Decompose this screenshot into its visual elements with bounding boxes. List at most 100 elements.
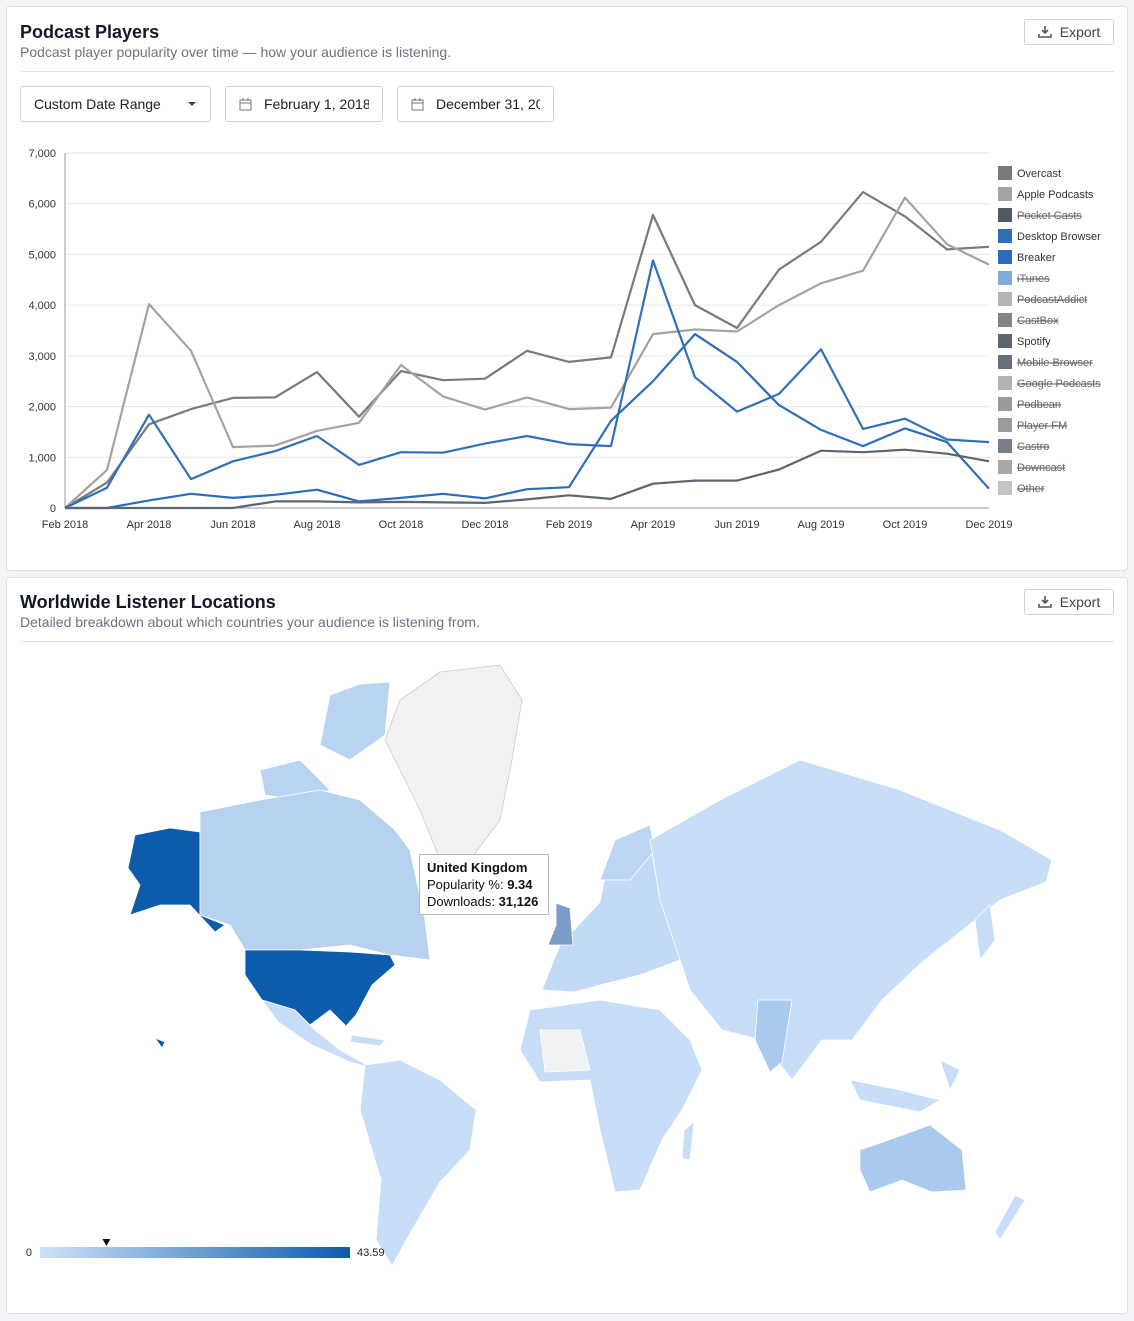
x-tick-label: Aug 2019 (797, 519, 844, 531)
legend-label: Other (1017, 483, 1045, 495)
legend-swatch (998, 313, 1012, 327)
legend-label: iTunes (1017, 273, 1050, 285)
legend-label: Downcast (1017, 462, 1065, 474)
export-button[interactable]: Export (1024, 19, 1114, 45)
series-line (65, 333, 990, 510)
caribbean (349, 1034, 386, 1047)
sahara (539, 1029, 591, 1073)
series-line (65, 448, 990, 510)
end-date-input[interactable]: December 31, 2019 (397, 86, 554, 122)
legend-swatch (998, 187, 1012, 201)
panel-subtitle: Detailed breakdown about which countries… (20, 614, 480, 630)
legend-swatch (998, 481, 1012, 495)
downloads-value: 31,126 (498, 894, 539, 909)
tooltip-downloads: Downloads: 31,126 (427, 893, 541, 910)
legend-label: Overcast (1017, 168, 1061, 180)
players-panel: Podcast Players Podcast player popularit… (6, 6, 1128, 571)
scale-max-label: 43.59 (357, 1247, 385, 1259)
legend-label: PodcastAddict (1017, 294, 1087, 306)
legend-label: Apple Podcasts (1017, 189, 1094, 201)
tooltip: United Kingdom Popularity %: 9.34 Downlo… (419, 854, 549, 915)
scale-marker (102, 1239, 111, 1246)
y-tick-label: 4,000 (28, 300, 56, 312)
end-date: December 31, 2019 (436, 96, 540, 112)
usa (244, 949, 396, 1027)
export-label: Export (1059, 594, 1101, 610)
scale-min-label: 0 (26, 1247, 32, 1259)
legend-swatch (998, 166, 1012, 180)
panel-subtitle: Podcast player popularity over time — ho… (20, 44, 452, 60)
x-tick-label: Feb 2019 (546, 519, 592, 531)
y-tick-label: 3,000 (28, 351, 56, 363)
legend-label: Mobile Browser (1017, 357, 1093, 369)
legend-swatch (998, 208, 1012, 222)
legend-swatch (998, 397, 1012, 411)
downloads-label: Downloads: (427, 894, 495, 909)
divider (20, 71, 1114, 72)
legend-label: CastBox (1017, 315, 1059, 327)
popularity-value: 9.34 (507, 877, 533, 892)
legend-label: Breaker (1017, 252, 1056, 264)
calendar-icon (239, 97, 252, 110)
x-tick-label: Apr 2018 (127, 519, 172, 531)
legend-swatch (998, 334, 1012, 348)
series-line (64, 259, 990, 509)
alaska (127, 827, 226, 933)
export-label: Export (1059, 24, 1101, 40)
greenland (384, 664, 523, 861)
legend-label: Desktop Browser (1017, 231, 1101, 243)
new-zealand (994, 1194, 1026, 1241)
start-date: February 1, 2018 (264, 96, 369, 112)
date-range-select[interactable]: Custom Date Range (20, 86, 211, 122)
legend-label: Google Podcasts (1017, 378, 1101, 390)
x-tick-label: Oct 2018 (379, 519, 424, 531)
y-tick-label: 6,000 (28, 199, 56, 211)
legend-label: Castro (1017, 441, 1049, 453)
legend-swatch (998, 460, 1012, 474)
y-tick-label: 7,000 (28, 148, 56, 160)
x-tick-label: Oct 2019 (883, 519, 928, 531)
legend-swatch (998, 292, 1012, 306)
legend-swatch (998, 439, 1012, 453)
color-scale (40, 1247, 350, 1258)
asia (649, 759, 1053, 1081)
legend-label: Podbean (1017, 399, 1061, 411)
africa (519, 999, 703, 1193)
tooltip-popularity: Popularity %: 9.34 (427, 876, 541, 893)
y-tick-label: 1,000 (28, 452, 56, 464)
y-tick-label: 2,000 (28, 402, 56, 414)
x-tick-label: Feb 2018 (42, 519, 88, 531)
x-tick-label: Apr 2019 (631, 519, 676, 531)
india (754, 999, 793, 1073)
download-icon (1037, 26, 1052, 38)
x-tick-label: Jun 2018 (210, 519, 255, 531)
popularity-label: Popularity %: (427, 877, 504, 892)
se-asia-islands (849, 1059, 961, 1113)
japan (974, 904, 996, 962)
legend-label: Pocket Casts (1017, 210, 1082, 222)
caret (188, 102, 196, 106)
south-america (359, 1059, 477, 1267)
line-chart: 0 1,000 2,000 3,000 4,000 5,000 6,000 7,000 Feb … (28, 148, 1101, 531)
australia (859, 1124, 967, 1193)
legend-swatch (998, 229, 1012, 243)
select-label: Custom Date Range (34, 96, 161, 112)
panel-title: Worldwide Listener Locations (20, 592, 276, 612)
tooltip-country: United Kingdom (427, 860, 528, 875)
calendar-icon (411, 97, 424, 110)
legend-swatch (998, 250, 1012, 264)
x-tick-label: Aug 2018 (293, 519, 340, 531)
series-line (64, 191, 990, 509)
uk (547, 902, 574, 946)
legend-swatch (998, 376, 1012, 390)
start-date-input[interactable]: February 1, 2018 (225, 86, 383, 122)
hawaii (153, 1037, 166, 1049)
export-button[interactable]: Export (1024, 589, 1114, 615)
panel-title: Podcast Players (20, 22, 160, 42)
series-line (64, 196, 990, 509)
legend-label: Spotify (1017, 336, 1051, 348)
x-tick-label: Dec 2018 (461, 519, 508, 531)
legend-swatch (998, 418, 1012, 432)
legend-label: Player FM (1017, 420, 1067, 432)
